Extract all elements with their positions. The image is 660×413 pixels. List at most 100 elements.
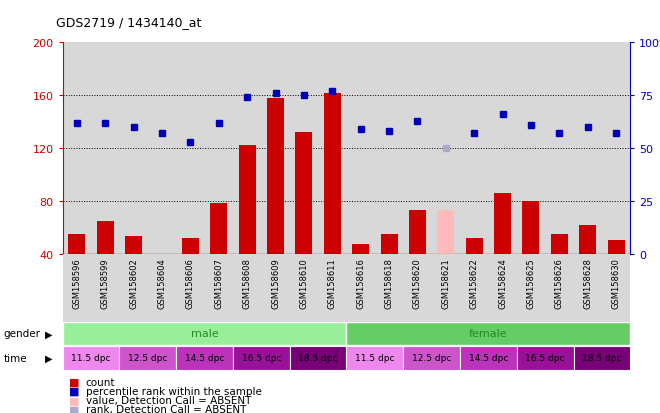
Text: 12.5 dpc: 12.5 dpc	[128, 353, 168, 362]
Bar	[176, 43, 205, 254]
Bar	[409, 211, 426, 254]
Bar	[91, 254, 119, 322]
Text: female: female	[469, 328, 508, 339]
Bar	[176, 346, 233, 370]
Bar	[318, 43, 346, 254]
Bar	[63, 43, 91, 254]
Bar	[375, 43, 403, 254]
Bar	[290, 346, 346, 370]
Bar	[346, 346, 403, 370]
Bar	[602, 254, 630, 322]
Bar	[574, 43, 602, 254]
Text: GSM158607: GSM158607	[214, 257, 223, 308]
Bar	[551, 234, 568, 254]
Text: ■: ■	[69, 404, 80, 413]
Bar	[460, 43, 488, 254]
Bar	[466, 238, 482, 254]
Bar	[375, 254, 403, 322]
Text: count: count	[86, 377, 115, 387]
Bar	[488, 254, 517, 322]
Text: GSM158602: GSM158602	[129, 257, 138, 308]
Text: GSM158610: GSM158610	[300, 257, 308, 308]
Text: GSM158618: GSM158618	[385, 257, 393, 308]
Bar	[63, 322, 346, 345]
Text: 11.5 dpc: 11.5 dpc	[71, 353, 111, 362]
Bar	[261, 254, 290, 322]
Bar	[517, 346, 574, 370]
Bar	[403, 346, 460, 370]
Text: GSM158620: GSM158620	[413, 257, 422, 308]
Text: GSM158596: GSM158596	[73, 257, 81, 308]
Bar	[205, 43, 233, 254]
Text: time: time	[3, 353, 27, 363]
Text: GSM158628: GSM158628	[583, 257, 592, 308]
Text: GSM158624: GSM158624	[498, 257, 507, 308]
Bar	[148, 43, 176, 254]
Bar	[460, 346, 517, 370]
Text: GSM158609: GSM158609	[271, 257, 280, 308]
Text: percentile rank within the sample: percentile rank within the sample	[86, 386, 261, 396]
Bar	[261, 43, 290, 254]
Bar	[233, 254, 261, 322]
Text: rank, Detection Call = ABSENT: rank, Detection Call = ABSENT	[86, 404, 246, 413]
Text: GSM158606: GSM158606	[186, 257, 195, 308]
Bar	[403, 43, 432, 254]
Text: 18.5 dpc: 18.5 dpc	[298, 353, 338, 362]
Text: GSM158621: GSM158621	[442, 257, 450, 308]
Bar	[545, 43, 574, 254]
Text: GDS2719 / 1434140_at: GDS2719 / 1434140_at	[56, 16, 201, 29]
Bar	[205, 254, 233, 322]
Bar	[403, 254, 432, 322]
Text: GSM158630: GSM158630	[612, 257, 620, 308]
Text: GSM158604: GSM158604	[158, 257, 166, 308]
Text: 18.5 dpc: 18.5 dpc	[582, 353, 622, 362]
Bar	[148, 254, 176, 322]
Bar	[488, 43, 517, 254]
Text: gender: gender	[3, 328, 40, 339]
Bar	[352, 245, 369, 254]
Bar	[182, 238, 199, 254]
Bar	[438, 211, 454, 254]
Bar	[579, 225, 596, 254]
Text: ▶: ▶	[45, 328, 52, 339]
Text: 14.5 dpc: 14.5 dpc	[185, 353, 224, 362]
Text: GSM158599: GSM158599	[101, 257, 110, 308]
Text: ■: ■	[69, 386, 80, 396]
Text: ■: ■	[69, 377, 80, 387]
Text: GSM158626: GSM158626	[555, 257, 564, 308]
Text: 16.5 dpc: 16.5 dpc	[525, 353, 565, 362]
Bar	[346, 322, 630, 345]
Text: value, Detection Call = ABSENT: value, Detection Call = ABSENT	[86, 395, 251, 405]
Bar	[69, 234, 85, 254]
Text: male: male	[191, 328, 218, 339]
Text: GSM158616: GSM158616	[356, 257, 365, 308]
Text: GSM158625: GSM158625	[527, 257, 535, 308]
Text: GSM158611: GSM158611	[328, 257, 337, 308]
Bar	[211, 204, 227, 254]
Bar	[432, 254, 460, 322]
Text: 14.5 dpc: 14.5 dpc	[469, 353, 508, 362]
Bar	[63, 346, 119, 370]
Bar	[267, 99, 284, 254]
Text: 12.5 dpc: 12.5 dpc	[412, 353, 451, 362]
Bar	[608, 241, 624, 254]
Bar	[523, 201, 539, 254]
Text: GSM158622: GSM158622	[470, 257, 478, 308]
Bar	[119, 346, 176, 370]
Bar	[63, 254, 91, 322]
Bar	[318, 254, 346, 322]
Bar	[545, 254, 574, 322]
Bar	[290, 254, 318, 322]
Bar	[97, 221, 114, 254]
Bar	[381, 234, 397, 254]
Bar	[346, 254, 375, 322]
Text: ▶: ▶	[45, 353, 52, 363]
Text: 16.5 dpc: 16.5 dpc	[242, 353, 281, 362]
Text: ■: ■	[69, 395, 80, 405]
Bar	[517, 254, 545, 322]
Bar	[233, 346, 290, 370]
Bar	[494, 193, 511, 254]
Bar	[574, 346, 630, 370]
Text: GSM158608: GSM158608	[243, 257, 251, 308]
Bar	[602, 43, 630, 254]
